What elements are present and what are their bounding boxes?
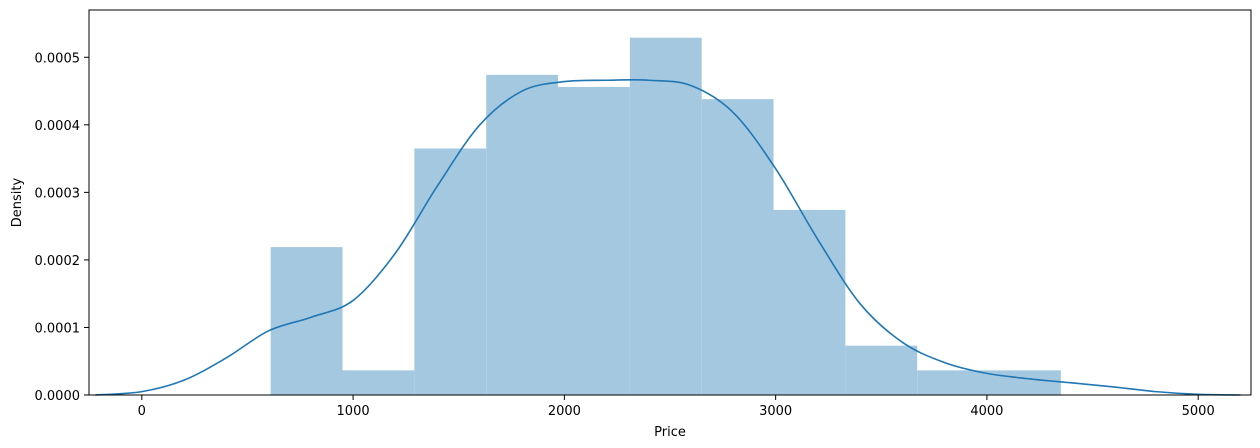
y-tick-label: 0.0000 bbox=[35, 389, 81, 404]
histogram-bar-0 bbox=[270, 247, 343, 395]
histogram-bar-8 bbox=[845, 345, 918, 395]
y-axis: 0.0000 0.0001 0.0002 0.0003 0.0004 0.0005 bbox=[35, 51, 89, 404]
y-tick-label: 0.0003 bbox=[35, 186, 81, 201]
kde-curve bbox=[95, 78, 1241, 396]
y-tick-label: 0.0001 bbox=[35, 321, 81, 336]
x-tick-label: 5000 bbox=[1182, 404, 1215, 419]
x-tick-label: 4000 bbox=[970, 404, 1003, 419]
x-tick-label: 0 bbox=[138, 404, 146, 419]
histogram-bar-2 bbox=[414, 148, 487, 395]
y-tick-label: 0.0005 bbox=[35, 51, 81, 66]
x-tick-label: 1000 bbox=[337, 404, 370, 419]
plot-frame bbox=[88, 9, 1252, 396]
histogram-bar-9 bbox=[917, 370, 990, 395]
y-tick-label: 0.0002 bbox=[35, 254, 81, 269]
y-tick-label: 0.0004 bbox=[35, 119, 81, 134]
histogram-bar-10 bbox=[989, 370, 1061, 395]
x-axis-label: Price bbox=[654, 425, 686, 440]
histogram-bar-3 bbox=[486, 74, 559, 395]
histogram-bar-6 bbox=[701, 99, 774, 395]
histogram-bar-1 bbox=[342, 370, 415, 395]
histogram-bars bbox=[270, 37, 1061, 395]
histogram-bar-4 bbox=[558, 87, 630, 395]
histogram-bar-7 bbox=[773, 209, 846, 395]
x-tick-label: 3000 bbox=[759, 404, 792, 419]
x-axis: 0 1000 2000 3000 4000 5000 bbox=[138, 395, 1215, 419]
y-axis-label: Density bbox=[10, 177, 25, 227]
histogram-bar-5 bbox=[629, 37, 702, 395]
x-tick-label: 2000 bbox=[548, 404, 581, 419]
